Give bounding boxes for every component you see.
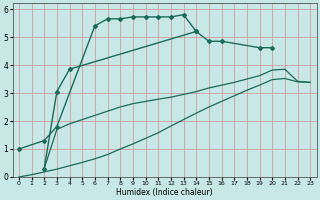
X-axis label: Humidex (Indice chaleur): Humidex (Indice chaleur) [116,188,213,197]
